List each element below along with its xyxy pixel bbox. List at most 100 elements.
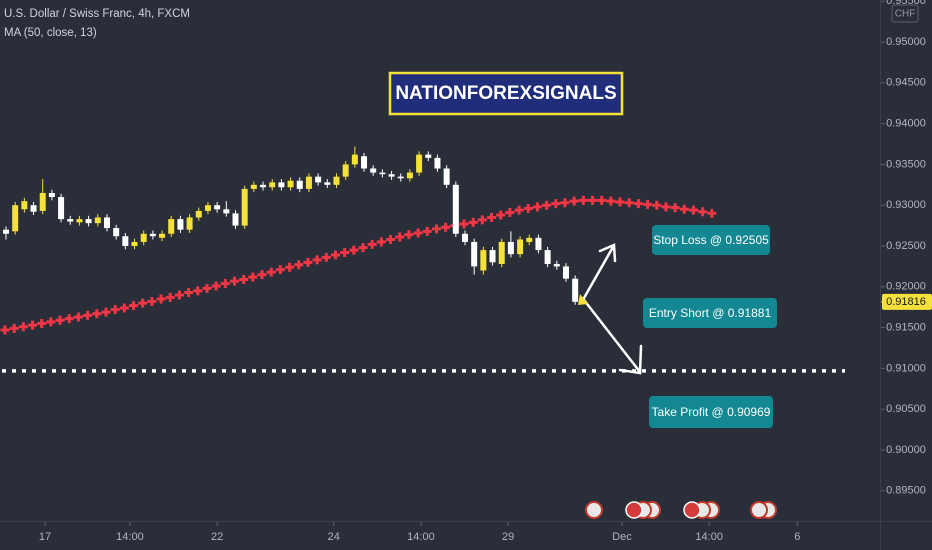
ma-marker (0, 325, 10, 335)
candle-body (553, 263, 560, 267)
ma-marker (588, 195, 598, 205)
candle-body (278, 182, 285, 188)
y-tick-label: 0.90000 (886, 444, 926, 456)
take-profit-arrow (582, 298, 643, 375)
ma-marker (523, 203, 533, 213)
candle-body (48, 192, 55, 198)
ma-marker (404, 230, 414, 240)
ma-marker (239, 274, 249, 284)
ma-marker (55, 315, 65, 325)
ma-marker (156, 294, 166, 304)
ma-marker (110, 305, 120, 315)
ma-marker (37, 319, 47, 329)
event-icon (750, 501, 768, 519)
annotation-box (649, 396, 773, 428)
ma-marker (707, 208, 717, 218)
ma-marker (266, 267, 276, 277)
ma-marker (9, 323, 19, 333)
ma-marker (211, 281, 221, 291)
ma-marker (624, 198, 634, 208)
ma-marker (275, 265, 285, 275)
ma-marker (532, 202, 542, 212)
candle-body (397, 176, 404, 179)
x-tick-label: 14:00 (116, 531, 144, 543)
candle-body (131, 241, 138, 247)
candle-body (361, 156, 368, 169)
annotation-box (652, 225, 770, 255)
candle-body (159, 233, 166, 238)
candle-body (462, 233, 468, 242)
y-tick-label: 0.90500 (886, 403, 926, 415)
y-tick-label: 0.94000 (886, 118, 926, 130)
ma-marker (569, 196, 579, 206)
candle-body (39, 192, 46, 211)
y-tick-label: 0.93000 (886, 199, 926, 211)
arrows (582, 243, 643, 375)
candle-body (572, 278, 579, 302)
ma-marker (376, 237, 386, 247)
ma-marker (303, 257, 313, 267)
ma-marker (551, 199, 561, 209)
ma-marker (129, 301, 139, 311)
candle-body (388, 174, 395, 177)
ma-marker (597, 195, 607, 205)
candle-body (416, 154, 423, 173)
ma-marker (422, 226, 432, 236)
ma-marker (505, 208, 515, 218)
candle-body (232, 213, 239, 226)
y-tick-label: 0.95500 (886, 0, 926, 7)
ma-marker (230, 276, 239, 286)
y-tick-label: 0.95000 (886, 36, 926, 48)
candle-body (250, 184, 257, 189)
candle-body (526, 237, 533, 242)
y-tick-label: 0.92500 (886, 240, 926, 252)
candle-body (12, 205, 19, 232)
candle-body (443, 168, 450, 185)
ma-marker (64, 314, 74, 324)
ma-marker (395, 232, 405, 242)
ma-marker (285, 262, 295, 272)
last-price-box (882, 293, 932, 310)
candle-body (305, 176, 312, 189)
x-tick-label: 29 (502, 531, 514, 543)
candle-body (85, 219, 92, 224)
ma-marker (468, 217, 478, 227)
ma-marker (578, 195, 588, 205)
y-tick-label: 0.94500 (886, 77, 926, 89)
cursor (578, 294, 588, 305)
chart-subtitle: MA (50, close, 13) (4, 27, 97, 39)
y-tick-label: 0.91500 (886, 322, 926, 334)
ma-marker (46, 317, 56, 327)
candle-body (30, 205, 37, 212)
candle-body (94, 217, 101, 224)
ma-marker (312, 255, 322, 265)
ma-marker (689, 205, 698, 215)
candle-body (498, 241, 505, 264)
x-tick-label: 14:00 (407, 531, 435, 543)
ma-marker (119, 303, 129, 313)
ma-marker (459, 219, 469, 229)
ma-marker (367, 239, 377, 249)
watermark: NATIONFOREXSIGNALS (395, 83, 616, 104)
x-tick-label: 24 (328, 531, 340, 543)
ma-marker (147, 296, 157, 306)
ma-marker (431, 224, 441, 234)
ma-marker (661, 202, 671, 212)
ma-marker (643, 199, 653, 209)
x-tick-label: 22 (211, 531, 223, 543)
ma-marker (165, 292, 175, 302)
y-tick-label: 0.89500 (886, 485, 926, 497)
ma-marker (248, 272, 258, 282)
ma-marker (220, 279, 230, 289)
ma-marker (560, 198, 570, 208)
ma-marker (83, 310, 93, 320)
last-price-label: 0.91816 (886, 296, 926, 308)
candle-body (195, 210, 202, 218)
candle-body (489, 250, 496, 263)
ma-marker (477, 215, 487, 225)
ma-marker (413, 228, 423, 238)
ma-marker (358, 243, 368, 253)
candle-body (269, 182, 276, 188)
candle-body (351, 154, 358, 165)
